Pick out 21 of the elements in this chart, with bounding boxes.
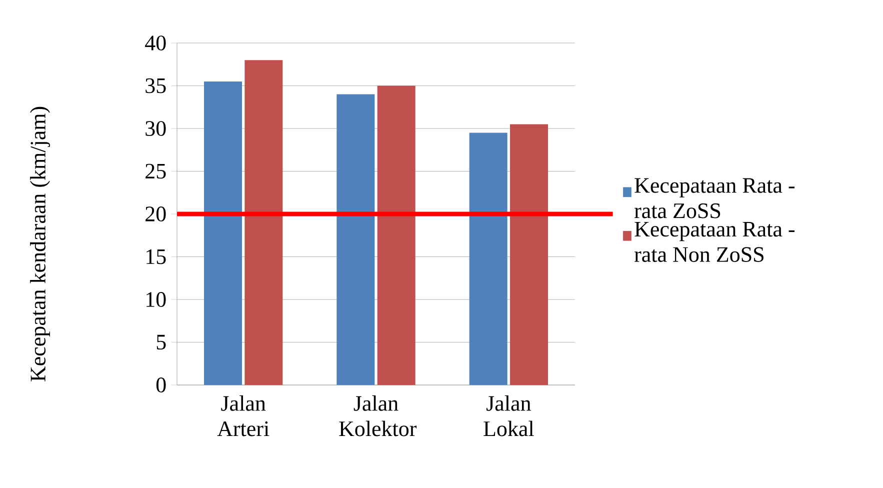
y-tick-label: 25 — [146, 164, 166, 179]
x-tick-label: Jalan Arteri — [217, 395, 270, 436]
bar — [469, 132, 508, 385]
bar — [510, 124, 548, 385]
y-tick-label: 20 — [146, 206, 166, 222]
y-tick-label: 5 — [156, 334, 166, 350]
legend-label: Kecepataan Rata - rata ZoSS — [634, 178, 795, 218]
legend-label: Kecepataan Rata - rata Non ZoSS — [634, 222, 795, 262]
x-tick-label: Jalan Lokal — [484, 395, 534, 436]
y-tick-label: 15 — [146, 249, 166, 264]
bar — [244, 60, 283, 385]
bar — [204, 81, 242, 385]
y-tick-label: 30 — [146, 121, 166, 136]
y-tick-label: 35 — [146, 78, 166, 94]
bar — [336, 94, 375, 385]
y-tick-label: 0 — [156, 378, 166, 392]
y-tick-label: 10 — [146, 292, 166, 307]
y-axis-title: Kecepatan kendaraan (km/jam) — [30, 106, 50, 382]
x-tick-label: Jalan Kolektor — [339, 395, 417, 436]
y-tick-label: 40 — [145, 36, 166, 50]
bar — [377, 86, 416, 385]
